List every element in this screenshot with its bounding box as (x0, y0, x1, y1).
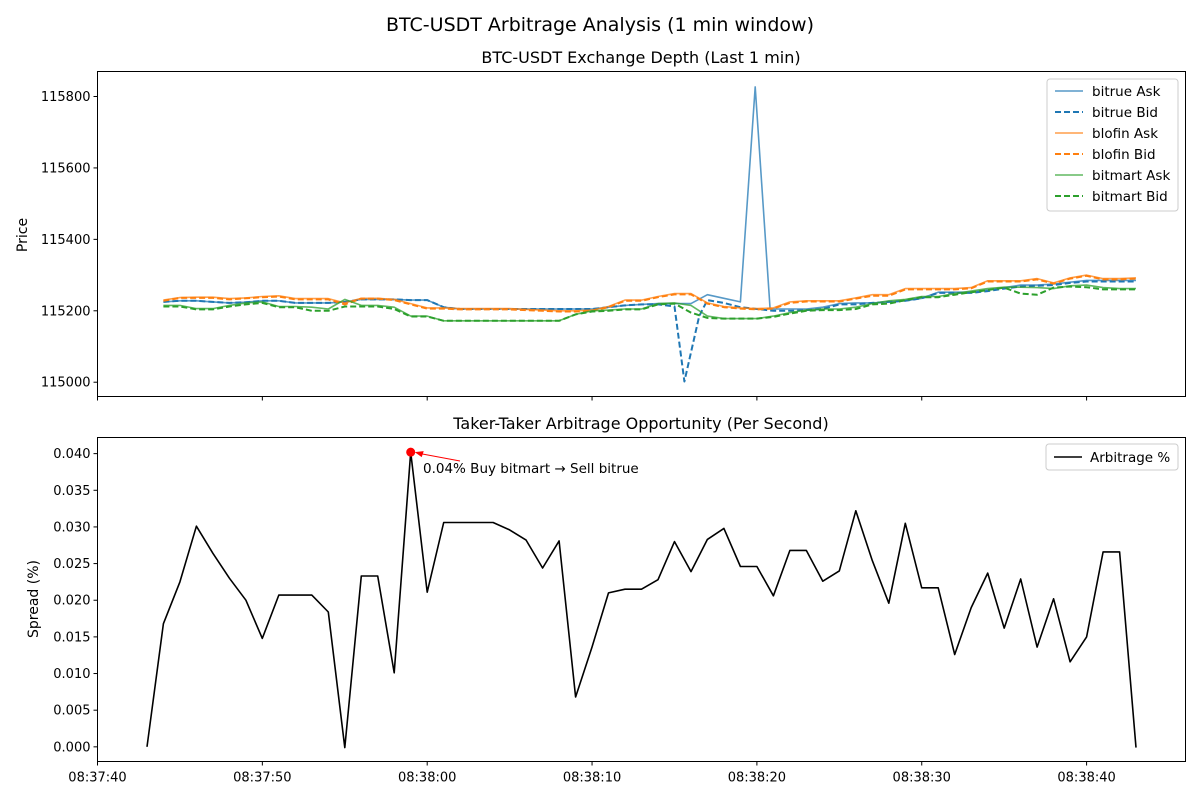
legend-label-bitmart-ask: bitmart Ask (1092, 168, 1170, 184)
series-bitrue-bid (163, 280, 1136, 383)
arbitrage-y-tick-label: 0.005 (53, 704, 90, 719)
annotation-arrowhead (414, 451, 424, 458)
arbitrage-y-ticks: 0.000 0.005 0.010 0.015 0.020 0.025 0.030 0.035… (53, 447, 98, 755)
legend-label-bitrue-bid: bitrue Bid (1092, 105, 1158, 121)
depth-x-ticks (97, 396, 1088, 401)
series-bitrue-ask (163, 86, 1136, 310)
depth-series (163, 86, 1137, 383)
legend-label-arbitrage: Arbitrage % (1090, 450, 1170, 466)
arbitrage-x-ticks: 08:37:40 08:37:50 08:38:00 08:38:10 08:38:20… (68, 761, 1116, 786)
arbitrage-x-tick-label: 08:38:20 (728, 771, 786, 786)
arbitrage-x-tick-label: 08:38:10 (563, 771, 621, 786)
arbitrage-y-tick-label: 0.035 (53, 484, 90, 499)
figure-title: BTC-USDT Arbitrage Analysis (1 min windo… (386, 14, 814, 36)
arbitrage-y-tick-label: 0.000 (53, 740, 90, 755)
arbitrage-panel: Taker-Taker Arbitrage Opportunity (Per S… (26, 414, 1186, 786)
series-blofin-ask (163, 274, 1137, 312)
depth-ylabel: Price (15, 218, 31, 252)
arbitrage-ylabel: Spread (%) (26, 560, 42, 638)
depth-title: BTC-USDT Exchange Depth (Last 1 min) (481, 48, 800, 67)
legend-label-bitmart-bid: bitmart Bid (1092, 189, 1168, 205)
legend-label-bitrue-ask: bitrue Ask (1092, 84, 1161, 100)
arbitrage-y-tick-label: 0.010 (53, 667, 90, 682)
legend-label-blofin-bid: blofin Bid (1092, 147, 1156, 163)
arbitrage-legend-box (1045, 443, 1179, 471)
arbitrage-title: Taker-Taker Arbitrage Opportunity (Per S… (452, 414, 828, 433)
arbitrage-plot-frame (97, 437, 1186, 762)
depth-y-tick-label: 115400 (41, 233, 91, 248)
depth-y-tick-label: 115200 (41, 304, 91, 319)
arbitrage-y-tick-label: 0.020 (53, 594, 90, 609)
series-blofin-bid (163, 274, 1137, 313)
depth-y-tick-label: 115000 (41, 376, 91, 391)
arbitrage-y-tick-label: 0.040 (53, 447, 90, 462)
depth-plot-frame (97, 71, 1186, 397)
depth-legend-box (1046, 78, 1179, 212)
depth-y-tick-label: 115800 (41, 90, 91, 105)
arbitrage-legend: Arbitrage % (1045, 443, 1179, 471)
annotation-arrow (417, 452, 461, 462)
peak-marker (406, 447, 416, 457)
depth-legend: bitrue Ask bitrue Bid blofin Ask blofin Bid… (1046, 78, 1179, 212)
arbitrage-y-tick-label: 0.025 (53, 557, 90, 572)
legend-label-blofin-ask: blofin Ask (1092, 126, 1158, 142)
series-bitmart-bid (163, 285, 1136, 322)
arbitrage-x-tick-label: 08:38:30 (893, 771, 951, 786)
arbitrage-x-tick-label: 08:38:40 (1057, 771, 1115, 786)
arbitrage-y-tick-label: 0.030 (53, 520, 90, 535)
annotation-text: 0.04% Buy bitmart → Sell bitrue (423, 461, 639, 477)
depth-y-ticks: 115000 115200 115400 115600 115800 (41, 90, 98, 391)
series-bitmart-ask (163, 284, 1136, 322)
arbitrage-x-tick-label: 08:37:50 (233, 771, 291, 786)
series-arbitrage (146, 451, 1137, 749)
depth-panel: BTC-USDT Exchange Depth (Last 1 min) Pri… (15, 48, 1186, 401)
arbitrage-x-tick-label: 08:38:00 (398, 771, 456, 786)
arbitrage-y-tick-label: 0.015 (53, 630, 90, 645)
arbitrage-series (146, 451, 1137, 749)
arbitrage-x-tick-label: 08:37:40 (68, 771, 126, 786)
arbitrage-annotation: 0.04% Buy bitmart → Sell bitrue (406, 447, 639, 477)
depth-y-tick-label: 115600 (41, 161, 91, 176)
